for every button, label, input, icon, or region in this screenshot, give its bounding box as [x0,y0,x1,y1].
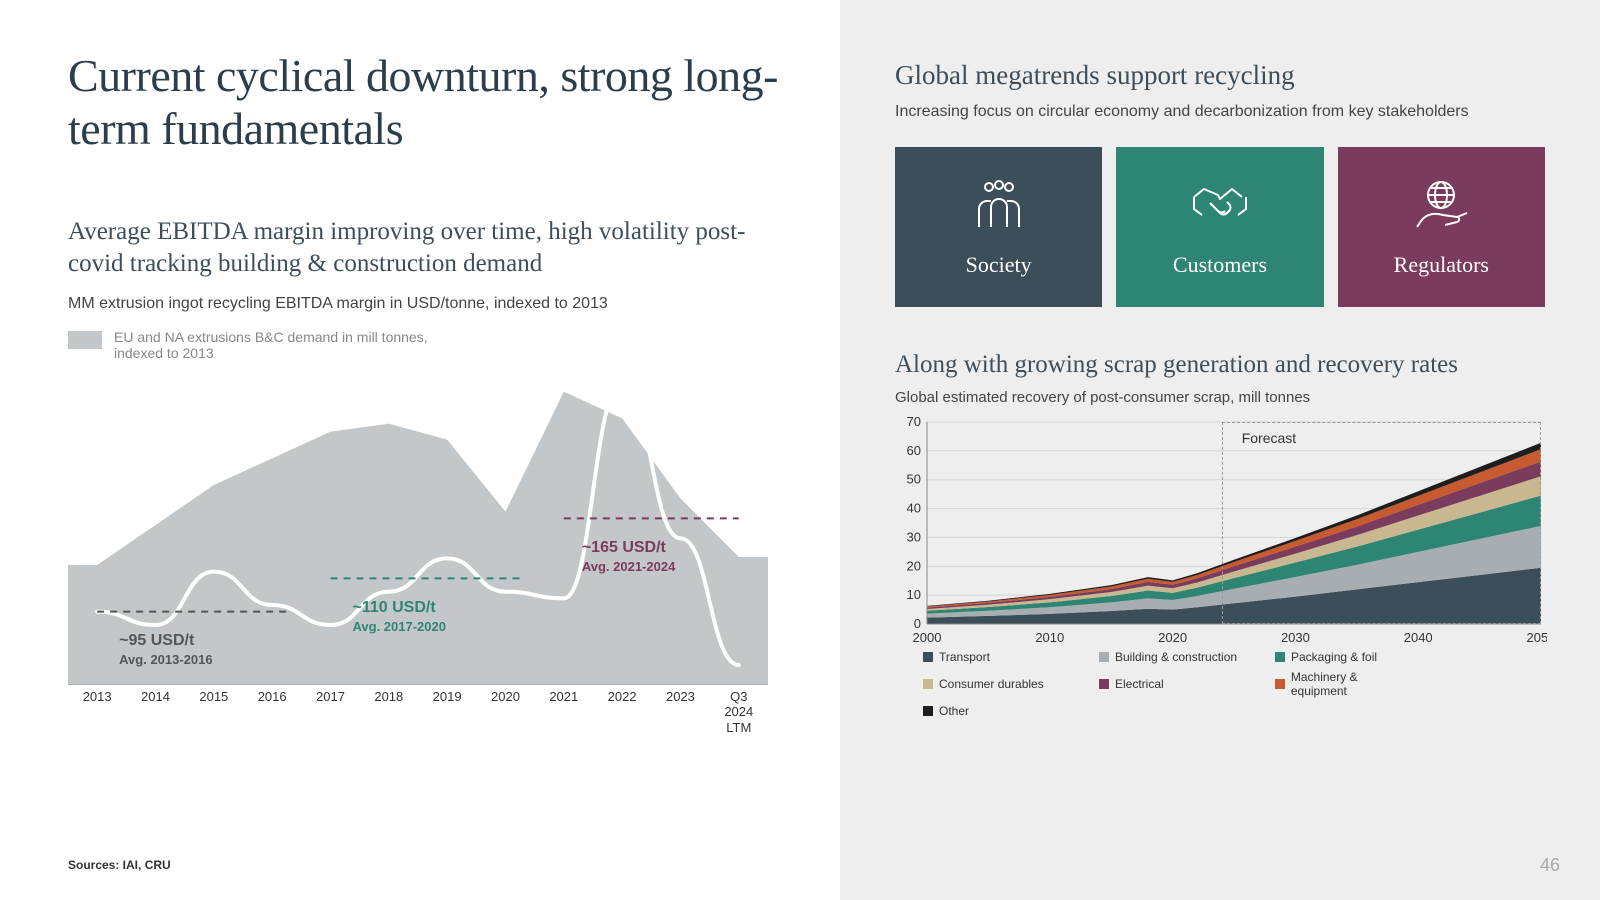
svg-text:2030: 2030 [1281,630,1310,645]
chart-annotation: ~110 USD/tAvg. 2017-2020 [353,598,446,636]
tile-customers: Customers [1116,147,1323,307]
scrap-legend: Transport Building & construction Packagin… [895,650,1547,718]
svg-text:2050: 2050 [1527,630,1547,645]
svg-text:40: 40 [907,501,921,516]
tile-row: Society Customers Regulators [895,147,1545,307]
globe-hand-icon [1409,177,1473,238]
legend-swatch [923,652,933,662]
tile-label: Customers [1173,252,1267,278]
svg-text:0: 0 [914,616,921,631]
svg-text:70: 70 [907,416,921,429]
legend-swatch [1099,679,1109,689]
x-axis-labels: 2013201420152016201720182019202020212022… [68,689,768,736]
legend-swatch [1275,652,1285,662]
section2-desc: Global estimated recovery of post-consum… [895,389,1545,406]
svg-text:50: 50 [907,472,921,487]
legend-item: Machinery & equipment [1275,670,1415,698]
svg-text:20: 20 [907,559,921,574]
svg-text:60: 60 [907,443,921,458]
svg-text:10: 10 [907,588,921,603]
ebitda-legend: EU and NA extrusions B&C demand in mill … [68,329,800,361]
right-title: Global megatrends support recycling [895,60,1545,91]
tile-label: Regulators [1394,252,1489,278]
legend-label: Building & construction [1115,650,1237,664]
page-number: 46 [1540,855,1560,876]
tile-label: Society [966,252,1032,278]
legend-label: Transport [939,650,990,664]
left-subheadline: Average EBITDA margin improving over tim… [68,216,800,281]
legend-swatch [923,679,933,689]
legend-label: Machinery & equipment [1291,670,1415,698]
sources-text: Sources: IAI, CRU [68,858,171,872]
ebitda-chart-desc: MM extrusion ingot recycling EBITDA marg… [68,295,800,313]
legend-item: Transport [923,650,1063,664]
legend-item: Building & construction [1099,650,1239,664]
section2-title: Along with growing scrap generation and … [895,351,1545,379]
forecast-label: Forecast [1242,430,1296,446]
right-panel: Global megatrends support recycling Incr… [840,0,1600,900]
legend-swatch [1275,679,1285,689]
right-subtitle: Increasing focus on circular economy and… [895,101,1545,123]
chart-annotation: ~165 USD/tAvg. 2021-2024 [582,538,675,576]
legend-item: Consumer durables [923,670,1063,698]
svg-text:2000: 2000 [913,630,942,645]
legend-label: Consumer durables [939,677,1044,691]
svg-text:2040: 2040 [1404,630,1433,645]
legend-item: Packaging & foil [1275,650,1415,664]
ebitda-chart: ~95 USD/tAvg. 2013-2016 ~110 USD/tAvg. 2… [68,365,768,735]
tile-society: Society [895,147,1102,307]
area-legend-swatch [68,331,102,349]
chart-annotation: ~95 USD/tAvg. 2013-2016 [119,631,212,669]
people-icon [967,177,1031,238]
scrap-chart: 010203040506070 200020102020203020402050… [895,416,1547,646]
legend-label: Electrical [1115,677,1164,691]
legend-item: Other [923,704,1063,718]
page-title: Current cyclical downturn, strong long-t… [68,50,800,156]
legend-swatch [923,706,933,716]
svg-text:2010: 2010 [1035,630,1064,645]
area-legend-text: EU and NA extrusions B&C demand in mill … [114,329,434,361]
legend-label: Other [939,704,969,718]
scrap-svg: 010203040506070 200020102020203020402050 [895,416,1547,646]
legend-label: Packaging & foil [1291,650,1377,664]
tile-regulators: Regulators [1338,147,1545,307]
handshake-icon [1188,177,1252,238]
legend-item: Electrical [1099,670,1239,698]
left-panel: Current cyclical downturn, strong long-t… [0,0,840,900]
svg-text:2020: 2020 [1158,630,1187,645]
legend-swatch [1099,652,1109,662]
svg-text:30: 30 [907,530,921,545]
